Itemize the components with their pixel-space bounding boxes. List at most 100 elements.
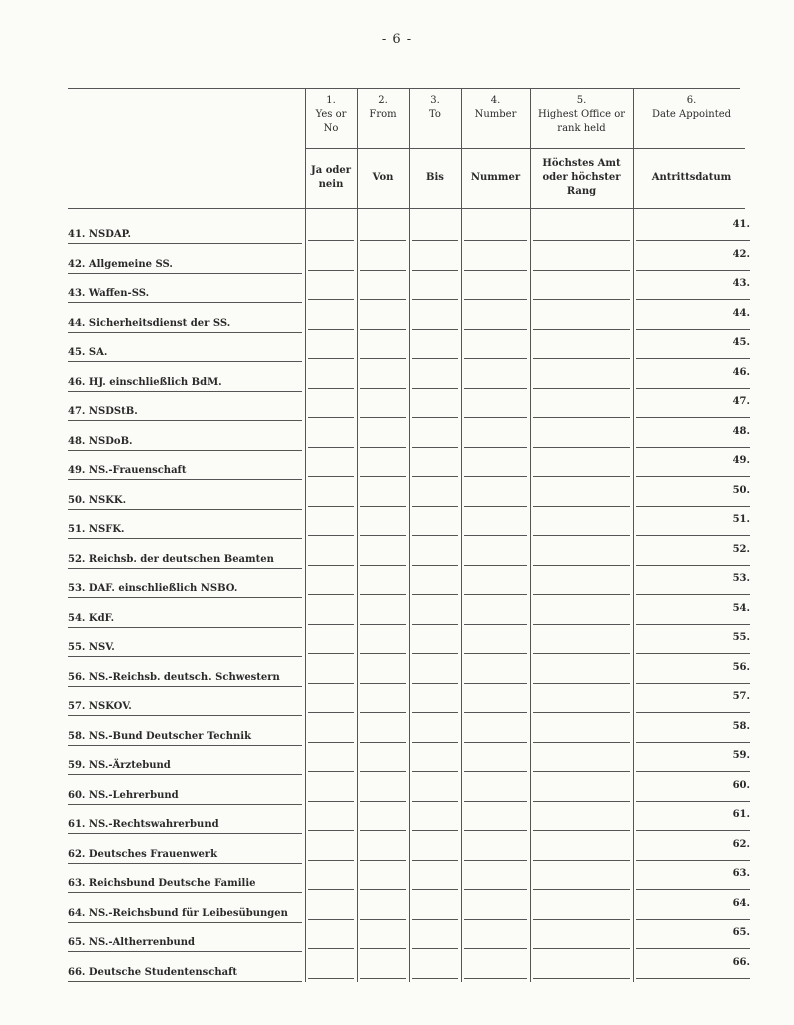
cell-entry-field[interactable] [308, 771, 354, 772]
cell-entry-field[interactable] [636, 653, 750, 654]
cell-entry-field[interactable] [464, 682, 527, 684]
cell-entry-field[interactable] [464, 328, 527, 330]
cell-entry-field[interactable] [360, 682, 406, 684]
cell-entry-field[interactable] [360, 741, 406, 743]
cell-entry-field[interactable] [308, 476, 354, 477]
cell-entry-field[interactable] [636, 564, 750, 566]
cell-entry-field[interactable] [308, 535, 354, 536]
cell-entry-field[interactable] [308, 240, 354, 241]
cell-entry-field[interactable] [533, 771, 630, 772]
cell-entry-field[interactable] [360, 918, 406, 920]
cell-entry-field[interactable] [533, 859, 630, 861]
cell-entry-field[interactable] [636, 594, 750, 595]
cell-entry-field[interactable] [412, 771, 458, 772]
cell-entry-field[interactable] [636, 269, 750, 271]
cell-entry-field[interactable] [412, 387, 458, 389]
cell-entry-field[interactable] [360, 417, 406, 418]
cell-entry-field[interactable] [533, 594, 630, 595]
cell-entry-field[interactable] [360, 476, 406, 477]
cell-entry-field[interactable] [464, 653, 527, 654]
cell-entry-field[interactable] [636, 682, 750, 684]
cell-entry-field[interactable] [308, 446, 354, 448]
cell-entry-field[interactable] [464, 623, 527, 625]
cell-entry-field[interactable] [464, 889, 527, 890]
cell-entry-field[interactable] [308, 328, 354, 330]
cell-entry-field[interactable] [464, 741, 527, 743]
cell-entry-field[interactable] [308, 889, 354, 890]
cell-entry-field[interactable] [360, 387, 406, 389]
cell-entry-field[interactable] [360, 653, 406, 654]
cell-entry-field[interactable] [308, 948, 354, 949]
cell-entry-field[interactable] [636, 800, 750, 802]
cell-entry-field[interactable] [360, 859, 406, 861]
cell-entry-field[interactable] [412, 948, 458, 949]
cell-entry-field[interactable] [308, 594, 354, 595]
cell-entry-field[interactable] [412, 358, 458, 359]
cell-entry-field[interactable] [464, 535, 527, 536]
cell-entry-field[interactable] [533, 653, 630, 654]
cell-entry-field[interactable] [636, 623, 750, 625]
cell-entry-field[interactable] [360, 564, 406, 566]
cell-entry-field[interactable] [412, 800, 458, 802]
cell-entry-field[interactable] [464, 800, 527, 802]
cell-entry-field[interactable] [360, 800, 406, 802]
cell-entry-field[interactable] [636, 830, 750, 831]
cell-entry-field[interactable] [533, 387, 630, 389]
cell-entry-field[interactable] [464, 417, 527, 418]
cell-entry-field[interactable] [533, 977, 630, 979]
cell-entry-field[interactable] [533, 505, 630, 507]
cell-entry-field[interactable] [636, 505, 750, 507]
cell-entry-field[interactable] [533, 476, 630, 477]
cell-entry-field[interactable] [636, 417, 750, 418]
cell-entry-field[interactable] [308, 830, 354, 831]
cell-entry-field[interactable] [360, 712, 406, 713]
cell-entry-field[interactable] [308, 859, 354, 861]
cell-entry-field[interactable] [636, 535, 750, 536]
cell-entry-field[interactable] [636, 328, 750, 330]
cell-entry-field[interactable] [636, 918, 750, 920]
cell-entry-field[interactable] [360, 889, 406, 890]
cell-entry-field[interactable] [464, 594, 527, 595]
cell-entry-field[interactable] [464, 948, 527, 949]
cell-entry-field[interactable] [533, 240, 630, 241]
cell-entry-field[interactable] [636, 859, 750, 861]
cell-entry-field[interactable] [412, 299, 458, 300]
cell-entry-field[interactable] [533, 358, 630, 359]
cell-entry-field[interactable] [308, 741, 354, 743]
cell-entry-field[interactable] [412, 535, 458, 536]
cell-entry-field[interactable] [636, 712, 750, 713]
cell-entry-field[interactable] [308, 800, 354, 802]
cell-entry-field[interactable] [360, 623, 406, 625]
cell-entry-field[interactable] [308, 712, 354, 713]
cell-entry-field[interactable] [412, 741, 458, 743]
cell-entry-field[interactable] [308, 505, 354, 507]
cell-entry-field[interactable] [636, 771, 750, 772]
cell-entry-field[interactable] [412, 240, 458, 241]
cell-entry-field[interactable] [464, 505, 527, 507]
cell-entry-field[interactable] [308, 918, 354, 920]
cell-entry-field[interactable] [533, 682, 630, 684]
cell-entry-field[interactable] [533, 800, 630, 802]
cell-entry-field[interactable] [533, 712, 630, 713]
cell-entry-field[interactable] [636, 240, 750, 241]
cell-entry-field[interactable] [412, 505, 458, 507]
cell-entry-field[interactable] [464, 918, 527, 920]
cell-entry-field[interactable] [308, 299, 354, 300]
cell-entry-field[interactable] [464, 564, 527, 566]
cell-entry-field[interactable] [412, 859, 458, 861]
cell-entry-field[interactable] [636, 387, 750, 389]
cell-entry-field[interactable] [636, 446, 750, 448]
cell-entry-field[interactable] [464, 771, 527, 772]
cell-entry-field[interactable] [360, 505, 406, 507]
cell-entry-field[interactable] [464, 977, 527, 979]
cell-entry-field[interactable] [533, 889, 630, 890]
cell-entry-field[interactable] [636, 476, 750, 477]
cell-entry-field[interactable] [464, 358, 527, 359]
cell-entry-field[interactable] [360, 977, 406, 979]
cell-entry-field[interactable] [533, 446, 630, 448]
cell-entry-field[interactable] [533, 623, 630, 625]
cell-entry-field[interactable] [412, 682, 458, 684]
cell-entry-field[interactable] [308, 653, 354, 654]
cell-entry-field[interactable] [636, 889, 750, 890]
cell-entry-field[interactable] [412, 889, 458, 890]
